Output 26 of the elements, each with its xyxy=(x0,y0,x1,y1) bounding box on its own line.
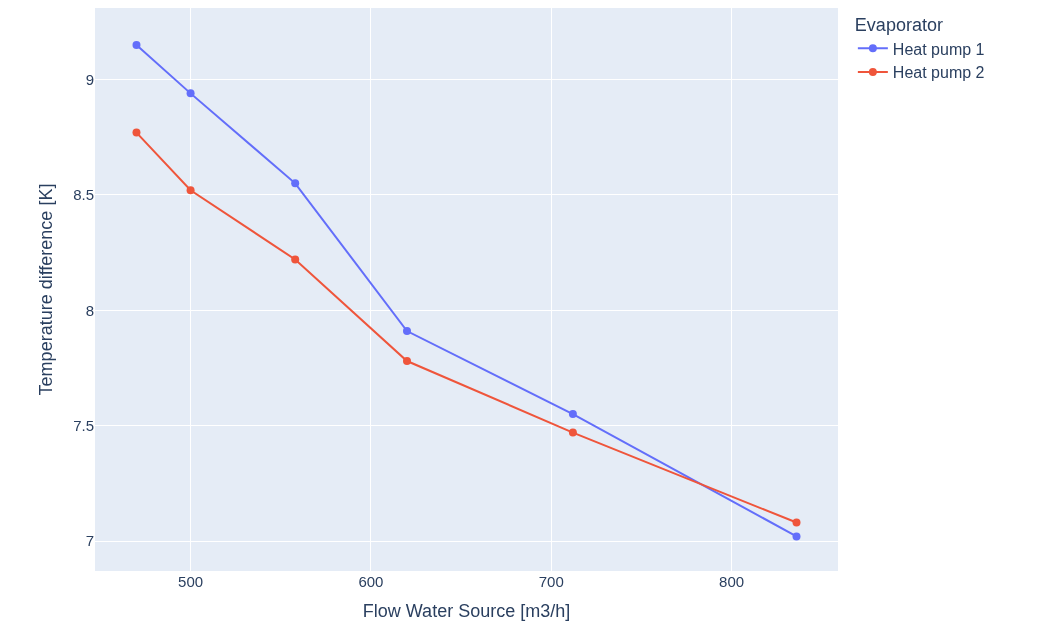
y-tick-label: 8 xyxy=(85,301,94,319)
legend-label: Heat pump 1 xyxy=(892,40,985,58)
y-tick-label: 8.5 xyxy=(73,186,94,204)
point xyxy=(291,179,300,188)
x-tick-label: 700 xyxy=(538,573,564,590)
y-tick-label: 9 xyxy=(85,70,94,88)
point xyxy=(402,327,411,336)
point xyxy=(291,255,300,264)
point xyxy=(568,410,577,419)
point xyxy=(402,357,411,366)
point xyxy=(132,128,141,137)
point xyxy=(132,40,141,49)
x-tick-label: 800 xyxy=(719,573,745,590)
point xyxy=(568,428,577,437)
x-axis-title: Flow Water Source [m3/h] xyxy=(362,601,571,622)
y-axis-title: Temperature difference [K] xyxy=(36,183,57,396)
point xyxy=(792,532,801,541)
point xyxy=(186,186,195,195)
x-tick-label: 600 xyxy=(358,573,384,590)
point xyxy=(792,518,801,527)
y-tick-label: 7 xyxy=(85,532,94,550)
point xyxy=(186,89,195,98)
legend-title: Evaporator xyxy=(854,15,943,36)
legend-label: Heat pump 2 xyxy=(892,64,985,82)
y-tick-label: 7.5 xyxy=(73,416,94,434)
x-tick-label: 500 xyxy=(178,573,204,590)
